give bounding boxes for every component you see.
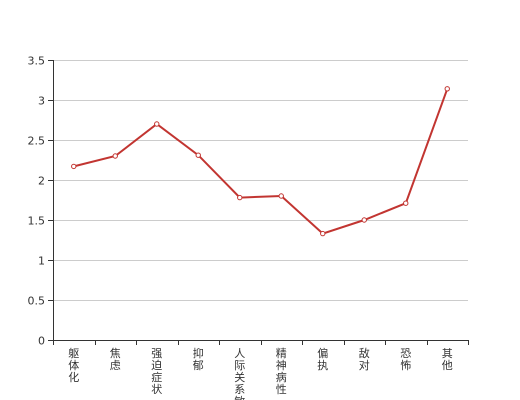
data-point [71,163,77,170]
x-tick-label: 躯体化 [68,347,79,384]
x-tick-label: 恐怖 [400,347,411,372]
y-axis-tick-labels: 0 0.5 1 1.5 2 2.5 3 3.5 [28,55,46,348]
x-tick-label: 偏执 [317,346,328,372]
data-point [361,217,367,223]
x-axis-category-labels: 躯体化 焦虑 强迫症状 抑郁 人际关系敏感 精神病性 偏执 敌对 恐怖 其他 [68,346,453,400]
data-point [320,230,326,237]
x-tick-label: 敌对 [359,346,370,372]
data-point [278,193,284,199]
y-tick-label: 1 [38,255,45,268]
data-point [403,200,409,206]
y-tick-label: 3.5 [28,55,46,68]
x-tick-label: 焦虑 [110,347,121,372]
data-point [237,194,243,201]
y-tick-label: 0 [38,335,45,348]
x-tick-label: 精神病性 [276,347,287,396]
series-line [73,88,449,235]
x-tick-label: 人际关系敏感 [234,347,245,400]
data-point [195,152,201,158]
x-tick-label: 其他 [442,347,453,372]
data-points [71,86,450,237]
x-tick-label: 抑郁 [193,346,204,372]
y-tick-label: 1.5 [28,215,46,228]
data-point [112,153,118,159]
axes [48,60,469,345]
x-tick-label: 强迫症状 [151,347,162,396]
y-tick-label: 2 [38,175,45,188]
y-tick-label: 2.5 [28,135,46,148]
data-point [444,86,450,92]
y-tick-label: 0.5 [28,295,46,308]
grid-lines [53,60,468,301]
data-point [154,121,160,127]
y-tick-label: 3 [38,95,45,108]
